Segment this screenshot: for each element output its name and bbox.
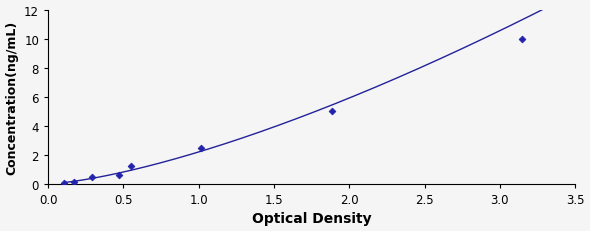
X-axis label: Optical Density: Optical Density	[252, 212, 372, 225]
Y-axis label: Concentration(ng/mL): Concentration(ng/mL)	[5, 21, 18, 174]
